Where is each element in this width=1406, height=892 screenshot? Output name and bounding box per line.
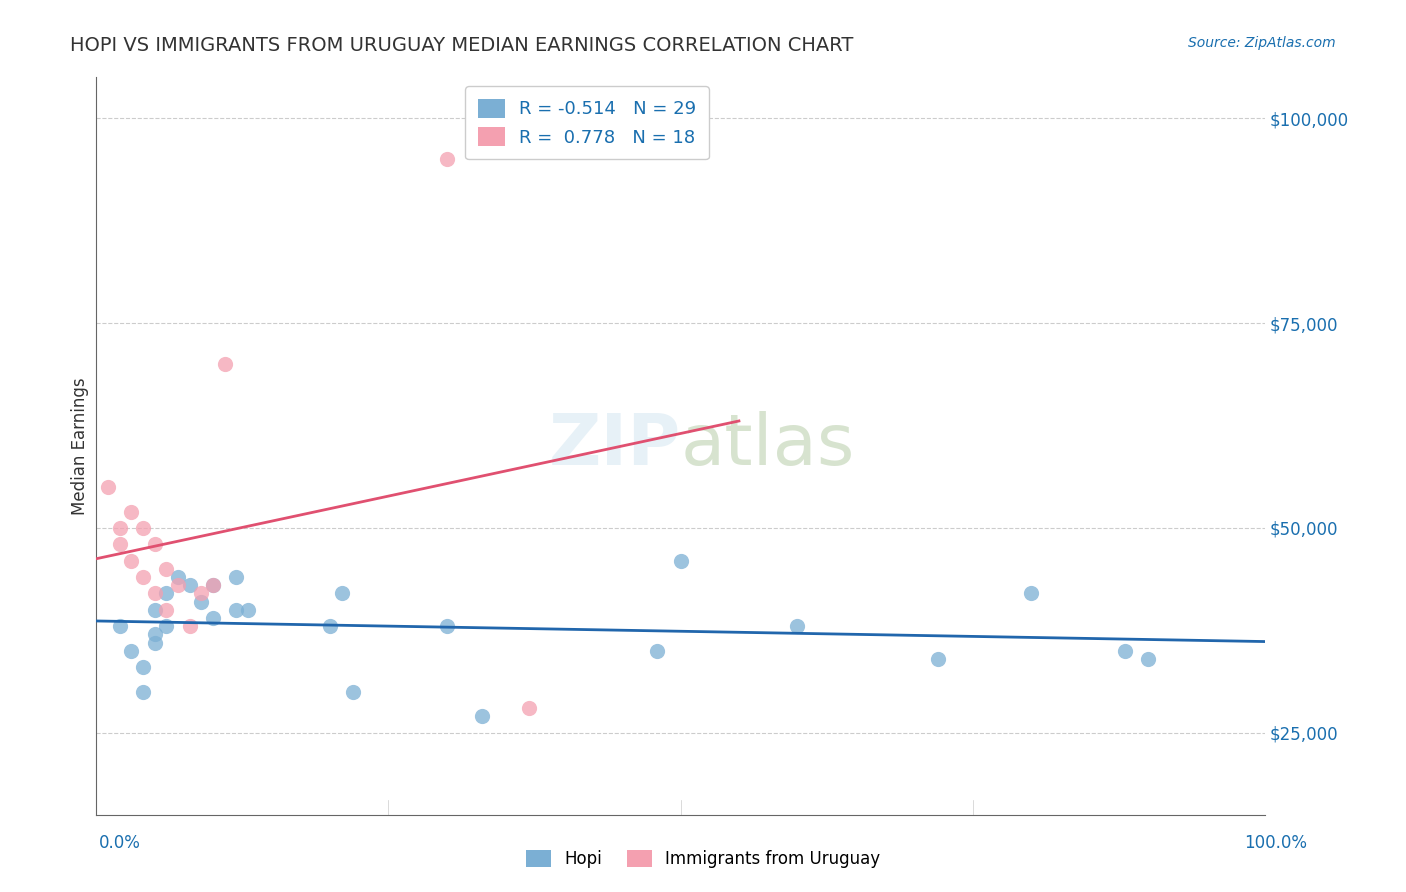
- Point: [1136, 652, 1159, 666]
- Point: [108, 619, 131, 633]
- Point: [167, 578, 190, 592]
- Point: [132, 684, 155, 698]
- Text: Source: ZipAtlas.com: Source: ZipAtlas.com: [1188, 36, 1336, 50]
- Point: [190, 586, 212, 600]
- Y-axis label: Median Earnings: Median Earnings: [72, 377, 89, 515]
- Text: HOPI VS IMMIGRANTS FROM URUGUAY MEDIAN EARNINGS CORRELATION CHART: HOPI VS IMMIGRANTS FROM URUGUAY MEDIAN E…: [70, 36, 853, 54]
- Point: [214, 357, 236, 371]
- Point: [143, 627, 166, 641]
- Point: [155, 619, 177, 633]
- Point: [202, 611, 225, 625]
- Point: [1019, 586, 1042, 600]
- Text: 100.0%: 100.0%: [1244, 834, 1308, 852]
- Text: ZIP: ZIP: [548, 411, 681, 481]
- Point: [645, 644, 668, 658]
- Point: [319, 619, 342, 633]
- Point: [132, 521, 155, 535]
- Point: [190, 594, 212, 608]
- Point: [167, 570, 190, 584]
- Point: [786, 619, 808, 633]
- Point: [143, 537, 166, 551]
- Point: [342, 684, 364, 698]
- Point: [471, 709, 494, 723]
- Point: [108, 521, 131, 535]
- Point: [202, 578, 225, 592]
- Point: [436, 619, 458, 633]
- Text: 0.0%: 0.0%: [98, 834, 141, 852]
- Point: [155, 562, 177, 576]
- Point: [97, 480, 120, 494]
- Point: [669, 554, 692, 568]
- Point: [132, 570, 155, 584]
- Point: [236, 603, 259, 617]
- Point: [132, 660, 155, 674]
- Point: [108, 537, 131, 551]
- Point: [120, 554, 142, 568]
- Point: [436, 153, 458, 167]
- Legend: Hopi, Immigrants from Uruguay: Hopi, Immigrants from Uruguay: [519, 843, 887, 875]
- Point: [179, 578, 201, 592]
- Point: [517, 701, 540, 715]
- Point: [155, 603, 177, 617]
- Point: [143, 603, 166, 617]
- Point: [155, 586, 177, 600]
- Point: [330, 586, 353, 600]
- Point: [225, 570, 247, 584]
- Point: [179, 619, 201, 633]
- Point: [143, 586, 166, 600]
- Legend: R = -0.514   N = 29, R =  0.778   N = 18: R = -0.514 N = 29, R = 0.778 N = 18: [465, 87, 709, 160]
- Point: [143, 635, 166, 649]
- Point: [225, 603, 247, 617]
- Point: [1114, 644, 1136, 658]
- Point: [120, 644, 142, 658]
- Text: atlas: atlas: [681, 411, 855, 481]
- Point: [927, 652, 949, 666]
- Point: [202, 578, 225, 592]
- Point: [120, 504, 142, 518]
